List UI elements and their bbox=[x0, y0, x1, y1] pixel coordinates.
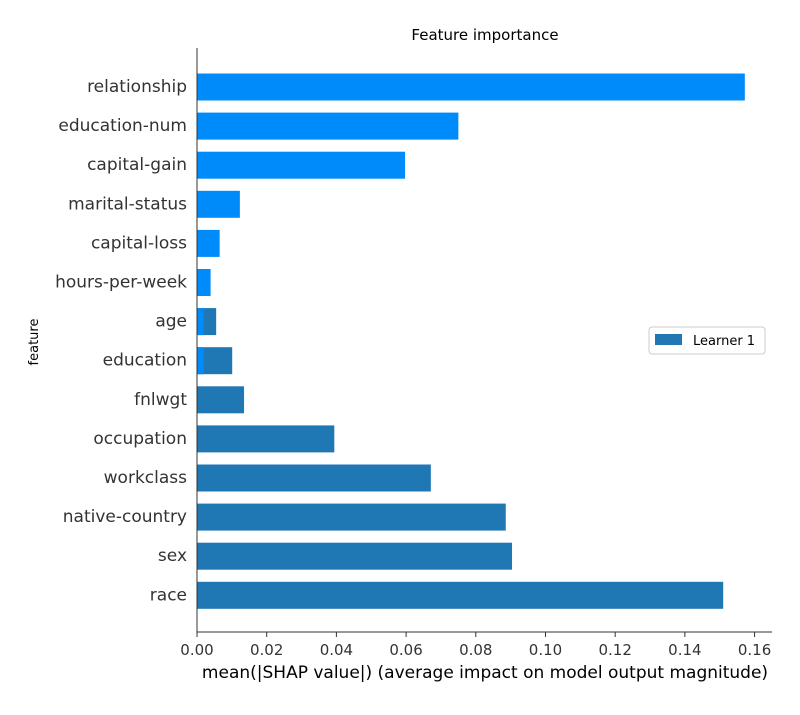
y-tick-label-fnlwgt: fnlwgt bbox=[134, 390, 187, 410]
y-tick-label-occupation: occupation bbox=[93, 429, 187, 449]
bar-age-series-1 bbox=[197, 308, 204, 336]
legend: Learner 1 bbox=[648, 326, 766, 355]
bar-education-series-1 bbox=[197, 347, 204, 375]
y-tick-label-native-country: native-country bbox=[63, 507, 187, 527]
x-tick-label-0-06: 0.06 bbox=[389, 641, 422, 659]
bar-education-num-series-1 bbox=[197, 112, 459, 140]
bar-fnlwgt-series-2 bbox=[197, 386, 245, 414]
y-tick-label-sex: sex bbox=[158, 546, 187, 566]
y-tick-label-hours-per-week: hours-per-week bbox=[55, 273, 187, 293]
bar-race-series-2 bbox=[197, 581, 724, 609]
x-axis-label: mean(|SHAP value|) (average impact on mo… bbox=[202, 663, 768, 683]
bar-hours-per-week-series-1 bbox=[197, 269, 211, 296]
bar-relationship-series-1 bbox=[197, 73, 745, 101]
bar-workclass-series-2 bbox=[197, 464, 431, 492]
bar-native-country-series-2 bbox=[197, 503, 506, 531]
bar-sex-series-2 bbox=[197, 542, 513, 570]
y-tick-label-age: age bbox=[155, 312, 187, 332]
bar-capital-gain-series-1 bbox=[197, 151, 406, 179]
legend-swatch bbox=[655, 334, 682, 345]
y-tick-label-marital-status: marital-status bbox=[68, 194, 187, 214]
x-tick-label-0-10: 0.10 bbox=[529, 641, 562, 659]
x-tick-label-0-12: 0.12 bbox=[598, 641, 631, 659]
axes bbox=[196, 48, 772, 633]
bars-layer bbox=[197, 73, 745, 609]
x-tick-label-0-04: 0.04 bbox=[320, 641, 353, 659]
x-tick-label-0-14: 0.14 bbox=[668, 641, 701, 659]
y-tick-label-race: race bbox=[150, 585, 187, 605]
y-tick-label-workclass: workclass bbox=[104, 468, 187, 488]
bar-capital-loss-series-1 bbox=[197, 229, 220, 257]
legend-frame bbox=[648, 326, 766, 355]
y-axis-label: feature bbox=[27, 319, 42, 366]
chart-title: Feature importance bbox=[411, 26, 558, 44]
x-ticks: 0.00 0.02 0.04 0.06 0.08 0.10 0.12 0.14 0.16 bbox=[180, 632, 771, 659]
x-tick-label-0-16: 0.16 bbox=[738, 641, 771, 659]
legend-label-learner-1: Learner 1 bbox=[693, 334, 755, 349]
y-tick-label-education: education bbox=[103, 351, 187, 371]
y-tick-labels: relationship education-num capital-gain mar… bbox=[55, 77, 187, 605]
y-tick-label-education-num: education-num bbox=[58, 116, 187, 136]
y-tick-label-relationship: relationship bbox=[87, 77, 187, 97]
x-tick-label-0-08: 0.08 bbox=[459, 641, 492, 659]
bar-occupation-series-2 bbox=[197, 425, 335, 453]
y-tick-label-capital-loss: capital-loss bbox=[91, 233, 187, 253]
x-tick-label-0-00: 0.00 bbox=[180, 641, 213, 659]
y-tick-label-capital-gain: capital-gain bbox=[87, 155, 187, 175]
x-tick-label-0-02: 0.02 bbox=[250, 641, 283, 659]
bar-marital-status-series-1 bbox=[197, 190, 240, 218]
